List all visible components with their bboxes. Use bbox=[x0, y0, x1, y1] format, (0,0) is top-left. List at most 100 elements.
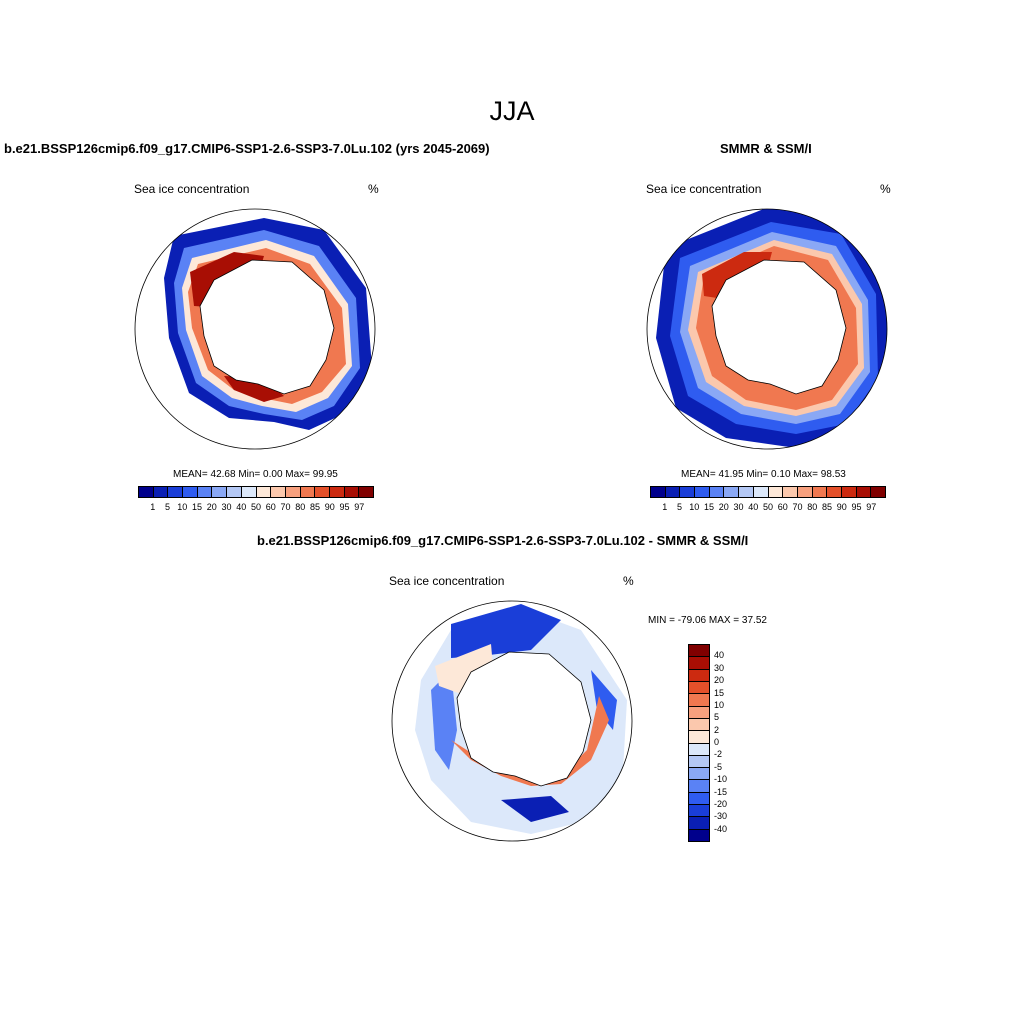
colorbar-swatch bbox=[689, 780, 709, 793]
colorbar-swatch bbox=[300, 487, 316, 497]
obs-colorbar bbox=[650, 486, 886, 498]
colorbar-tick-label: 40 bbox=[714, 650, 725, 661]
colorbar-tick-label: 0 bbox=[714, 737, 720, 747]
colorbar-swatch bbox=[680, 487, 696, 497]
diff-sea-ice-map bbox=[391, 600, 633, 842]
obs-unit-label: % bbox=[880, 182, 891, 196]
model-variable-label: Sea ice concentration bbox=[134, 182, 250, 196]
colorbar-tick-label: -15 bbox=[714, 786, 728, 797]
colorbar-tick-label: 97 bbox=[866, 502, 877, 512]
colorbar-swatch bbox=[689, 694, 709, 707]
colorbar-tick-label: 20 bbox=[718, 502, 729, 512]
colorbar-swatch bbox=[689, 829, 709, 841]
colorbar-swatch bbox=[797, 487, 813, 497]
colorbar-tick-label: 40 bbox=[236, 502, 247, 512]
colorbar-swatch bbox=[689, 706, 709, 719]
diff-panel-title: b.e21.BSSP126cmip6.f09_g17.CMIP6-SSP1-2.… bbox=[257, 533, 749, 548]
colorbar-swatch bbox=[271, 487, 286, 497]
colorbar-swatch bbox=[689, 645, 709, 658]
colorbar-tick-label: 80 bbox=[295, 502, 306, 512]
colorbar-swatch bbox=[689, 768, 709, 781]
colorbar-tick-label: -10 bbox=[714, 774, 728, 785]
colorbar-swatch bbox=[753, 487, 769, 497]
colorbar-swatch bbox=[783, 487, 798, 497]
colorbar-swatch bbox=[841, 487, 857, 497]
colorbar-swatch bbox=[689, 817, 709, 830]
colorbar-swatch bbox=[689, 731, 709, 744]
colorbar-tick-label: 30 bbox=[221, 502, 232, 512]
colorbar-tick-label: 5 bbox=[164, 502, 170, 512]
colorbar-swatch bbox=[812, 487, 828, 497]
colorbar-tick-label: 1 bbox=[150, 502, 156, 512]
figure-title: JJA bbox=[489, 96, 535, 126]
colorbar-swatch bbox=[197, 487, 213, 497]
colorbar-swatch bbox=[285, 487, 301, 497]
colorbar-tick-label: 15 bbox=[703, 502, 714, 512]
colorbar-tick-label: 50 bbox=[762, 502, 773, 512]
colorbar-tick-label: 50 bbox=[250, 502, 261, 512]
colorbar-swatch bbox=[256, 487, 272, 497]
colorbar-swatch bbox=[689, 669, 709, 682]
obs-variable-label: Sea ice concentration bbox=[646, 182, 762, 196]
colorbar-tick-label: 10 bbox=[177, 502, 188, 512]
colorbar-swatch bbox=[212, 487, 228, 497]
colorbar-tick-label: 97 bbox=[354, 502, 365, 512]
colorbar-tick-label: 90 bbox=[836, 502, 847, 512]
colorbar-tick-label: 20 bbox=[714, 675, 725, 686]
colorbar-swatch bbox=[739, 487, 754, 497]
model-stats: MEAN= 42.68 Min= 0.00 Max= 99.95 bbox=[173, 469, 338, 480]
colorbar-tick-label: 60 bbox=[265, 502, 276, 512]
colorbar-swatch bbox=[665, 487, 681, 497]
colorbar-tick-label: 1 bbox=[662, 502, 668, 512]
colorbar-swatch bbox=[139, 487, 154, 497]
colorbar-tick-label: 70 bbox=[280, 502, 291, 512]
colorbar-tick-label: 20 bbox=[206, 502, 217, 512]
obs-panel-title: SMMR & SSM/I bbox=[720, 141, 812, 156]
colorbar-tick-label: -30 bbox=[714, 811, 728, 822]
colorbar-swatch bbox=[768, 487, 784, 497]
colorbar-swatch bbox=[689, 792, 709, 806]
colorbar-tick-label: 60 bbox=[777, 502, 788, 512]
obs-stats: MEAN= 41.95 Min= 0.10 Max= 98.53 bbox=[681, 469, 846, 480]
colorbar-tick-label: 30 bbox=[714, 662, 725, 673]
model-panel-title: b.e21.BSSP126cmip6.f09_g17.CMIP6-SSP1-2.… bbox=[4, 141, 490, 156]
colorbar-swatch bbox=[689, 657, 709, 670]
colorbar-swatch bbox=[168, 487, 184, 497]
colorbar-swatch bbox=[344, 487, 360, 497]
diff-unit-label: % bbox=[623, 574, 634, 588]
colorbar-swatch bbox=[709, 487, 725, 497]
colorbar-swatch bbox=[227, 487, 242, 497]
colorbar-tick-label: 85 bbox=[821, 502, 832, 512]
colorbar-swatch bbox=[724, 487, 740, 497]
colorbar-tick-label: 15 bbox=[191, 502, 202, 512]
colorbar-tick-label: -40 bbox=[714, 823, 728, 834]
colorbar-tick-label: 5 bbox=[676, 502, 682, 512]
colorbar-tick-label: 90 bbox=[324, 502, 335, 512]
colorbar-swatch bbox=[827, 487, 842, 497]
colorbar-tick-label: 80 bbox=[807, 502, 818, 512]
colorbar-tick-label: 2 bbox=[714, 724, 720, 735]
colorbar-swatch bbox=[695, 487, 710, 497]
diff-variable-label: Sea ice concentration bbox=[389, 574, 505, 588]
colorbar-swatch bbox=[651, 487, 666, 497]
model-unit-label: % bbox=[368, 182, 379, 196]
model-sea-ice-map bbox=[134, 208, 376, 450]
colorbar-swatch bbox=[153, 487, 169, 497]
colorbar-tick-label: 30 bbox=[733, 502, 744, 512]
colorbar-tick-label: 95 bbox=[339, 502, 350, 512]
colorbar-swatch bbox=[856, 487, 872, 497]
model-colorbar bbox=[138, 486, 374, 498]
colorbar-tick-label: 70 bbox=[792, 502, 803, 512]
colorbar-tick-label: -2 bbox=[714, 749, 723, 760]
colorbar-swatch bbox=[871, 487, 885, 497]
colorbar-swatch bbox=[183, 487, 198, 497]
colorbar-swatch bbox=[241, 487, 257, 497]
colorbar-swatch bbox=[689, 805, 709, 818]
colorbar-tick-label: 40 bbox=[748, 502, 759, 512]
colorbar-tick-label: 85 bbox=[309, 502, 320, 512]
colorbar-tick-label: 10 bbox=[689, 502, 700, 512]
colorbar-tick-label: 5 bbox=[714, 712, 720, 723]
colorbar-tick-label: -20 bbox=[714, 798, 728, 809]
colorbar-swatch bbox=[329, 487, 345, 497]
colorbar-swatch bbox=[689, 681, 709, 695]
